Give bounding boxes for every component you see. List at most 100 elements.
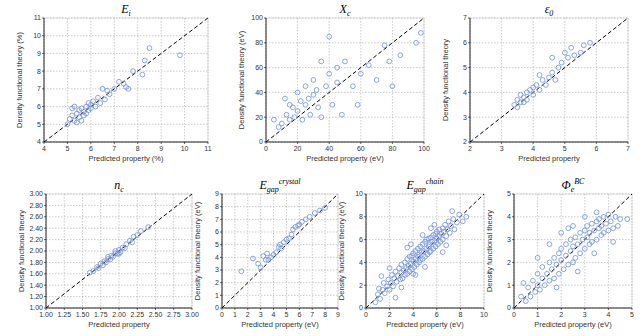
tick-label: 0 (364, 311, 368, 318)
tick-label: 3 (215, 266, 219, 273)
grid-line (44, 106, 208, 107)
grid-line (222, 282, 338, 283)
data-point (79, 118, 84, 123)
data-point (420, 233, 425, 238)
grid-line (470, 92, 628, 93)
tick-label: 6 (463, 39, 467, 46)
data-point (457, 212, 462, 217)
data-point (524, 90, 529, 95)
grid-line (222, 206, 338, 207)
data-point (571, 224, 576, 229)
tick-label: 1.00 (29, 304, 43, 311)
grid-line (222, 219, 338, 220)
grid-line (46, 194, 47, 308)
grid-line (533, 18, 534, 142)
tick-label: 5 (563, 145, 567, 152)
grid-line (470, 142, 628, 143)
data-point (547, 260, 552, 265)
data-point (535, 283, 540, 288)
tick-label: 6 (435, 311, 439, 318)
data-point (554, 285, 559, 290)
data-point (327, 71, 332, 76)
data-point (358, 71, 363, 76)
data-point (588, 40, 593, 45)
data-point (547, 75, 552, 80)
grid-line (366, 216, 484, 217)
tick-label: 1.00 (39, 311, 53, 318)
data-point (307, 214, 312, 219)
x-axis-label: Predicted property (%) (88, 154, 164, 163)
data-point (571, 260, 576, 265)
data-point (578, 230, 583, 235)
grid-line (222, 232, 338, 233)
grid-line (632, 194, 633, 308)
data-point (72, 104, 77, 109)
grid-line (222, 194, 223, 308)
data-point (91, 99, 96, 104)
y-axis (366, 194, 367, 308)
data-point (589, 221, 594, 226)
grid-line (46, 285, 192, 286)
data-point (70, 113, 75, 118)
chart-panel: 1.001.251.501.752.002.252.502.753.001.00… (17, 178, 199, 329)
tick-label: 2.75 (167, 311, 181, 318)
tick-label: 80 (389, 145, 397, 152)
data-point (117, 251, 122, 256)
grid-line (501, 18, 502, 142)
data-point (625, 217, 630, 222)
data-point (573, 255, 578, 260)
data-point (524, 97, 529, 102)
plot-frame (44, 18, 208, 142)
grid-line (222, 194, 338, 195)
tick-label: 4 (411, 311, 415, 318)
parity-line (222, 194, 338, 308)
data-point (601, 230, 606, 235)
grid-line (266, 42, 424, 43)
grid-line (424, 18, 425, 142)
data-point (589, 239, 594, 244)
data-point (366, 63, 371, 68)
tick-label: 1.80 (29, 259, 43, 266)
data-point (562, 50, 567, 55)
tick-label: 6 (215, 228, 219, 235)
data-point (447, 230, 452, 235)
grid-line (266, 18, 424, 19)
data-point (239, 269, 244, 274)
tick-label: 3 (500, 145, 504, 152)
grid-line (46, 239, 192, 240)
data-point (284, 112, 289, 117)
tick-label: 5 (630, 311, 634, 318)
plot-frame (514, 194, 632, 308)
data-point (351, 84, 356, 89)
tick-label: 1.25 (57, 311, 71, 318)
data-point (74, 120, 79, 125)
data-point (575, 269, 580, 274)
data-point (306, 96, 311, 101)
tick-label: 4 (42, 145, 46, 152)
tick-label: 1.50 (76, 311, 90, 318)
tick-label: 7 (112, 145, 116, 152)
tick-label: 1 (215, 292, 219, 299)
data-point (392, 276, 397, 281)
tick-label: 2.00 (112, 311, 126, 318)
grid-line (234, 194, 235, 308)
grid-line (46, 205, 192, 206)
grid-line (460, 194, 461, 308)
data-point (540, 276, 545, 281)
tick-label: 1.40 (29, 282, 43, 289)
data-point (564, 253, 569, 258)
tick-label: 6 (594, 145, 598, 152)
tick-label: 5 (507, 190, 511, 197)
data-point (615, 224, 620, 229)
tick-label: 60 (255, 64, 263, 71)
grid-line (46, 296, 192, 297)
parity-line (266, 18, 424, 142)
data-point (454, 220, 459, 225)
data-point (67, 117, 72, 122)
data-point (323, 206, 328, 211)
data-point (450, 209, 455, 214)
data-point (550, 55, 555, 60)
parity-line (46, 194, 192, 308)
data-point (441, 229, 446, 234)
parity-line (366, 194, 484, 308)
